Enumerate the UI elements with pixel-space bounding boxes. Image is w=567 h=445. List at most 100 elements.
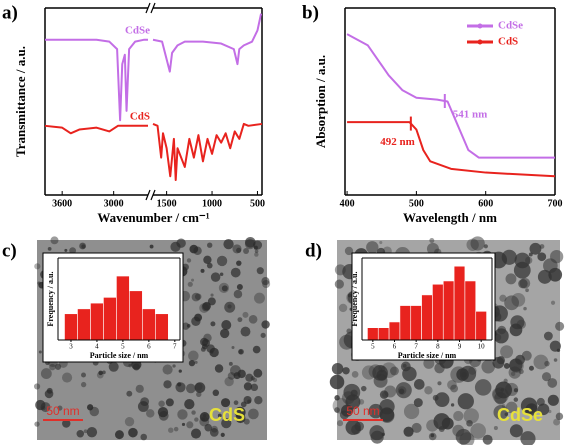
tem-particle <box>459 432 475 445</box>
tem-particle <box>368 403 383 419</box>
tem-particle <box>537 403 550 416</box>
tem-particle <box>243 248 250 254</box>
annotation-label: 492 nm <box>380 136 415 148</box>
tem-particle <box>210 321 216 327</box>
tem-particle <box>528 252 533 257</box>
tem-particle <box>379 390 389 399</box>
axis-break <box>145 189 151 201</box>
legend-label: CdS <box>498 36 518 48</box>
tem-particle <box>221 417 232 429</box>
tem-particle <box>539 244 545 249</box>
tem-particle <box>86 426 98 438</box>
tem-particle <box>329 374 345 390</box>
sample-label: CdSe <box>497 405 543 425</box>
tem-particle <box>187 281 193 287</box>
tem-particle <box>548 267 563 282</box>
x-tick-label: 400 <box>340 198 355 209</box>
tem-particle <box>548 409 552 414</box>
tem-particle <box>339 334 355 350</box>
tem-particle <box>191 278 195 282</box>
tem-particle <box>529 403 534 408</box>
x-axis-label: Particle size / nm <box>398 351 457 360</box>
tem-particle <box>358 399 365 405</box>
tem-particle <box>470 236 485 251</box>
tem-particle <box>395 382 412 399</box>
tem-particle <box>40 368 52 380</box>
x-tick-label: 1000 <box>202 198 222 209</box>
tem-particle <box>550 300 556 305</box>
tem-particle <box>334 279 344 289</box>
tem-particle <box>501 249 517 265</box>
tem-particle <box>347 293 352 298</box>
tem-particle <box>83 429 88 434</box>
tem-particle <box>261 277 270 286</box>
x-tick-label: 8 <box>436 343 440 351</box>
tem-particle <box>555 412 564 421</box>
tem-particle <box>243 382 253 391</box>
histogram-bar <box>421 294 433 341</box>
tem-particle <box>433 413 451 430</box>
tem-particle <box>190 428 202 439</box>
tem-particle <box>243 395 252 405</box>
tem-particle <box>342 367 350 375</box>
tem-particle <box>437 381 442 386</box>
axis-break <box>145 2 151 14</box>
tem-particle <box>500 388 505 392</box>
axis-break <box>150 189 156 201</box>
tem-particle <box>403 426 414 437</box>
series-line <box>347 121 556 178</box>
tem-particle <box>382 391 389 398</box>
y-axis-label: Frequency / a.u. <box>46 272 55 327</box>
tem-particle <box>200 268 205 273</box>
y-axis-label: Absorption / a.u. <box>313 55 328 148</box>
tem-particle <box>238 349 243 354</box>
tem-particle <box>135 384 144 393</box>
tem-particle <box>344 246 354 256</box>
tem-particle <box>218 282 230 294</box>
tem-particle <box>162 364 173 375</box>
x-tick-label: 3600 <box>52 198 72 209</box>
histogram-bar <box>90 302 104 341</box>
tem-particle <box>254 249 259 254</box>
tem-particle <box>54 363 62 370</box>
histogram-bar <box>442 280 455 341</box>
histogram-bar <box>377 327 390 341</box>
sample-label: CdS <box>209 405 245 425</box>
tem-particle <box>206 262 213 269</box>
tem-particle <box>233 289 243 299</box>
tem-particle <box>191 410 196 415</box>
tem-particle <box>199 412 210 422</box>
tem-particle <box>529 242 542 255</box>
tem-particle <box>379 408 395 423</box>
x-tick-label: 1500 <box>157 198 177 209</box>
tem-particle <box>413 379 425 390</box>
tem-particle <box>331 363 344 375</box>
tem-particle <box>494 391 507 405</box>
tem-particle <box>372 365 388 381</box>
tem-particle <box>390 366 399 376</box>
tem-particle <box>428 432 437 441</box>
tem-particle <box>528 365 534 371</box>
tem-particle <box>261 320 270 329</box>
tem-particle <box>555 321 565 331</box>
tem-particle <box>64 248 68 252</box>
x-tick-label: 9 <box>458 343 462 351</box>
tem-particle <box>497 325 507 335</box>
tem-particle <box>432 394 439 401</box>
tem-particle <box>177 409 188 420</box>
tem-particle <box>221 285 228 292</box>
scale-bar-label: 50 nm <box>46 404 79 418</box>
tem-particle <box>102 370 106 375</box>
tem-particle <box>402 363 407 368</box>
tem-particle <box>426 242 439 255</box>
tem-particle <box>200 337 209 346</box>
tem-particle <box>252 345 261 354</box>
tem-particle <box>248 315 258 324</box>
tem-particle <box>499 294 507 302</box>
y-axis-label: Transmittance / a.u. <box>13 46 28 157</box>
tem-particle <box>447 380 457 390</box>
tem-particle <box>234 406 246 418</box>
tem-particle <box>254 252 259 257</box>
x-tick-label: 10 <box>478 343 486 351</box>
scale-bar-label: 50 nm <box>346 404 379 418</box>
